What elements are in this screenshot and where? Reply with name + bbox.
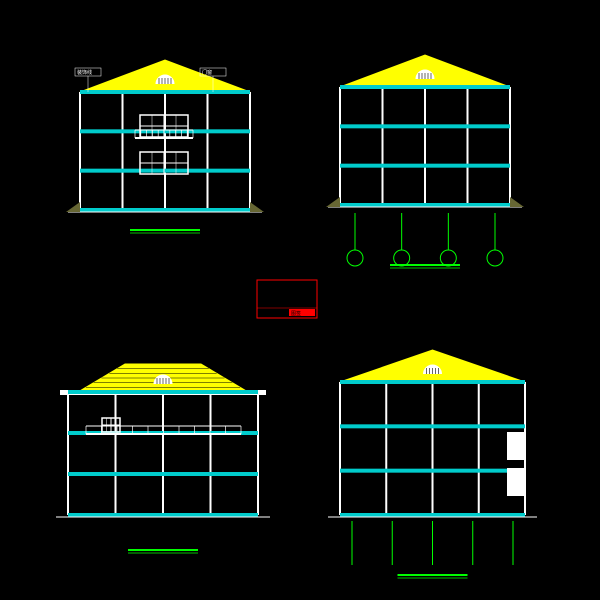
elevation-top-left: 装饰线 门窗 <box>66 60 264 233</box>
title-block: 图签 <box>257 280 317 318</box>
svg-text:装饰线: 装饰线 <box>77 69 92 76</box>
svg-text:图签: 图签 <box>291 310 301 317</box>
elevation-bottom-left <box>56 364 270 553</box>
svg-text:门窗: 门窗 <box>202 69 212 76</box>
elevation-bottom-right <box>328 350 537 578</box>
elevation-top-right <box>326 55 524 268</box>
drawing-canvas: 装饰线 门窗图签 <box>0 0 600 600</box>
